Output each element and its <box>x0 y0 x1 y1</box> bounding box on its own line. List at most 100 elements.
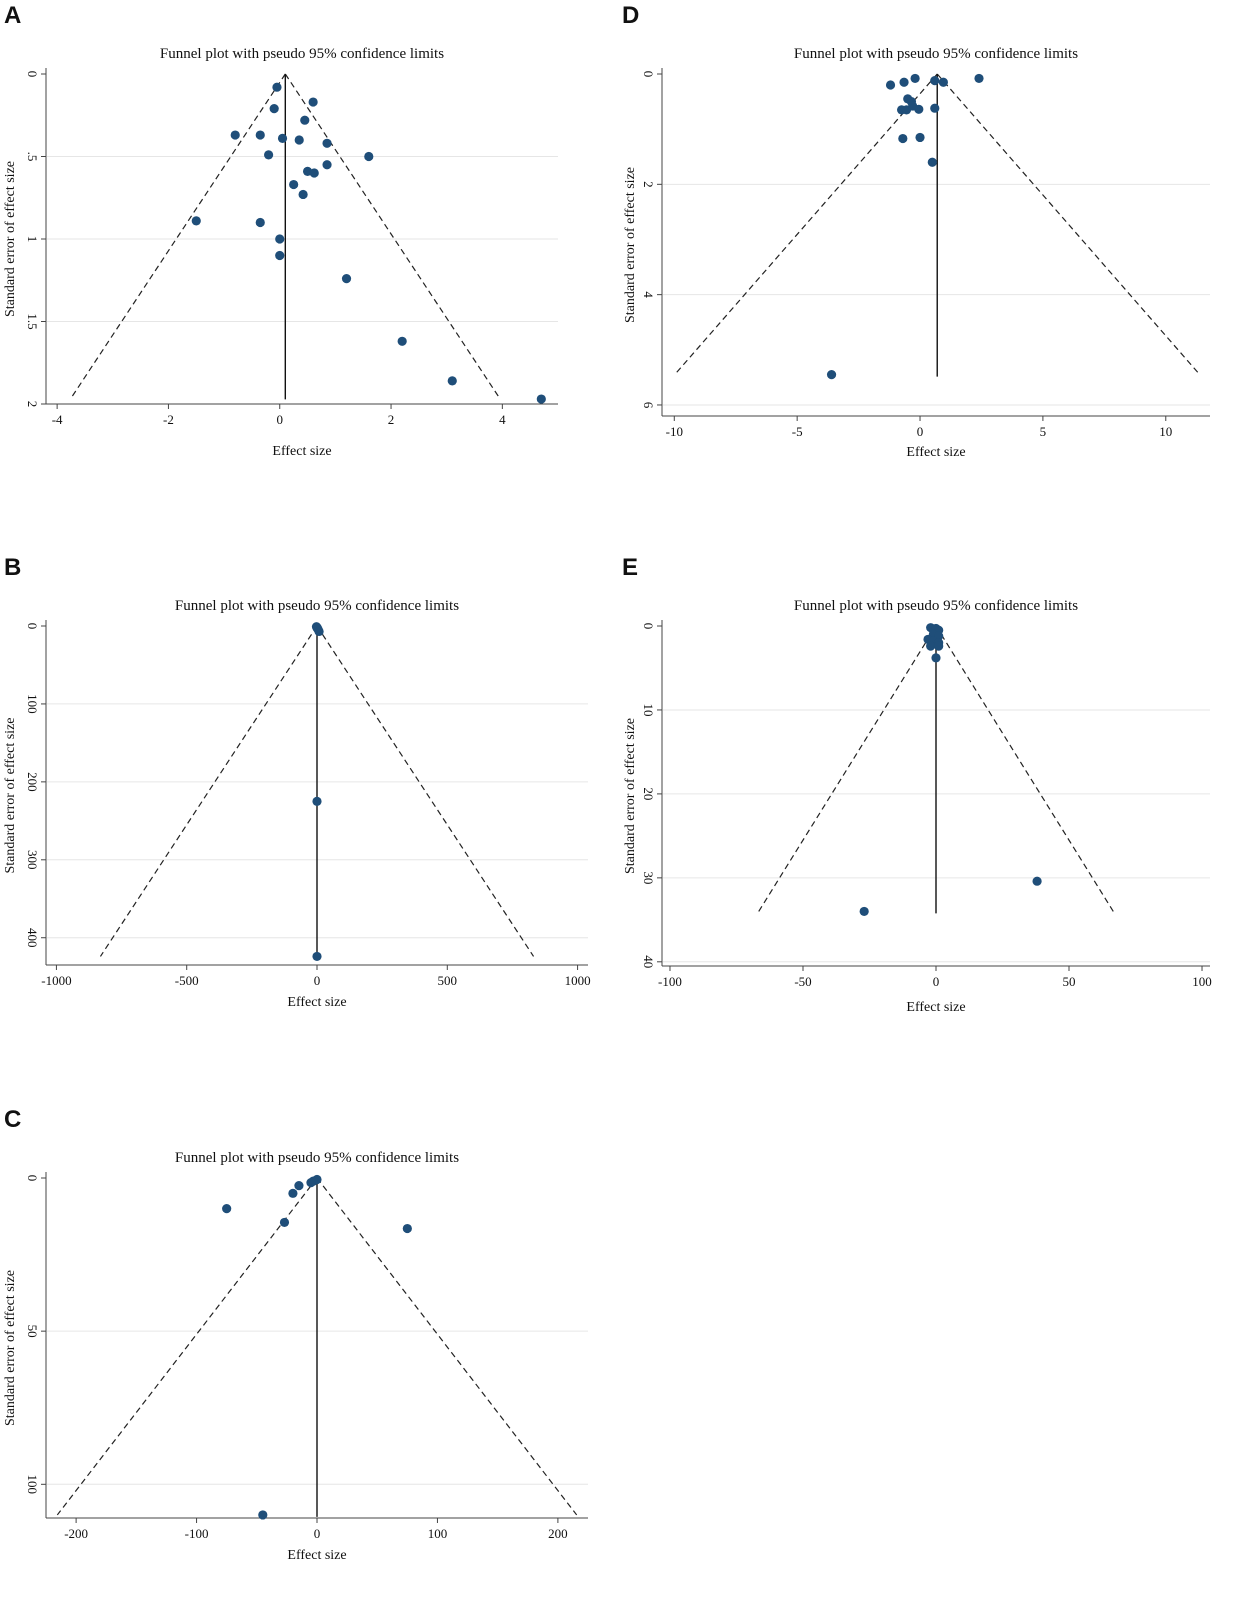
data-point <box>322 160 332 170</box>
confidence-limit-left <box>758 625 937 912</box>
confidence-limit-left <box>99 625 318 957</box>
data-point <box>934 641 944 651</box>
data-point <box>312 951 322 962</box>
panel-label: D <box>622 2 640 29</box>
data-point <box>938 77 948 87</box>
data-point <box>859 906 869 917</box>
data-point <box>930 103 940 113</box>
x-tick-label: -4 <box>52 412 63 427</box>
funnel-plot-b: Funnel plot with pseudo 95% confidence l… <box>3 598 591 1010</box>
chart-title: Funnel plot with pseudo 95% confidence l… <box>175 598 459 614</box>
x-tick-label: 0 <box>276 412 283 427</box>
panel-e: E Funnel plot with pseudo 95% confidence… <box>618 552 1258 1032</box>
data-point <box>191 216 201 226</box>
data-point <box>222 1204 232 1214</box>
y-tick-label: 20 <box>641 787 656 800</box>
data-point <box>974 73 984 84</box>
x-axis-label: Effect size <box>906 445 965 460</box>
x-axis-label: Effect size <box>287 1548 346 1563</box>
x-axis-label: Effect size <box>272 444 331 459</box>
data-point <box>279 1217 290 1228</box>
x-tick-label: -100 <box>185 1526 209 1541</box>
funnel-plot-a: Funnel plot with pseudo 95% confidence l… <box>3 46 558 459</box>
confidence-limit-right <box>316 1177 578 1516</box>
data-point <box>300 115 310 125</box>
y-tick-label: 50 <box>25 1325 40 1338</box>
y-tick-label: 2 <box>25 401 40 408</box>
data-point <box>899 77 909 87</box>
data-point <box>930 76 940 86</box>
y-tick-label: 6 <box>641 402 656 409</box>
data-point <box>826 370 837 380</box>
y-tick-label: 300 <box>25 850 40 870</box>
funnel-plot-e: Funnel plot with pseudo 95% confidence l… <box>623 598 1212 1015</box>
data-point <box>306 1177 316 1188</box>
x-tick-label: 4 <box>499 412 506 427</box>
y-tick-label: 200 <box>25 772 40 792</box>
x-tick-label: -200 <box>64 1526 88 1541</box>
x-tick-label: -10 <box>666 424 683 439</box>
y-tick-label: 10 <box>641 703 656 716</box>
data-point <box>294 1181 304 1191</box>
panel-c: C Funnel plot with pseudo 95% confidence… <box>0 1104 600 1604</box>
data-point <box>288 1188 298 1198</box>
x-tick-label: -1000 <box>41 973 71 988</box>
x-tick-label: -2 <box>163 412 174 427</box>
y-tick-label: 1 <box>25 236 40 243</box>
y-tick-label: 0 <box>25 623 40 630</box>
data-point <box>272 82 282 92</box>
data-point <box>275 234 285 244</box>
data-point <box>308 97 318 107</box>
confidence-limit-left <box>674 73 938 376</box>
panel-label: A <box>4 2 22 29</box>
x-tick-label: -50 <box>794 974 811 989</box>
x-tick-label: -500 <box>175 973 199 988</box>
data-point <box>397 336 407 346</box>
y-tick-label: .5 <box>25 152 40 162</box>
x-tick-label: 100 <box>1192 974 1212 989</box>
y-tick-label: 40 <box>641 955 656 968</box>
data-point <box>898 133 908 144</box>
y-tick-label: 0 <box>641 623 656 630</box>
y-tick-label: 0 <box>641 71 656 78</box>
data-point <box>255 130 265 140</box>
chart-title: Funnel plot with pseudo 95% confidence l… <box>160 46 444 62</box>
data-point <box>926 641 936 651</box>
data-point <box>931 653 941 663</box>
x-tick-label: 10 <box>1159 424 1172 439</box>
data-point <box>322 138 332 148</box>
x-tick-label: -5 <box>792 424 803 439</box>
data-point <box>230 130 240 140</box>
data-point <box>277 133 288 143</box>
data-point <box>364 151 374 162</box>
chart-title: Funnel plot with pseudo 95% confidence l… <box>794 598 1078 614</box>
y-tick-label: 30 <box>641 871 656 884</box>
x-tick-label: 0 <box>933 974 940 989</box>
y-axis-label: Standard error of effect size <box>623 167 638 323</box>
panel-a: A Funnel plot with pseudo 95% confidence… <box>0 0 600 480</box>
x-tick-label: 50 <box>1063 974 1076 989</box>
funnel-plot-c: Funnel plot with pseudo 95% confidence l… <box>3 1150 588 1563</box>
data-point <box>269 104 279 114</box>
data-point <box>264 150 274 160</box>
x-tick-label: 5 <box>1040 424 1047 439</box>
data-point <box>255 217 265 228</box>
data-point <box>309 168 319 178</box>
y-tick-label: 2 <box>641 181 656 188</box>
data-point <box>914 104 924 114</box>
x-tick-label: 100 <box>428 1526 448 1541</box>
y-axis-label: Standard error of effect size <box>3 1270 18 1426</box>
x-axis-label: Effect size <box>287 995 346 1010</box>
y-tick-label: 100 <box>25 1475 40 1495</box>
data-point <box>341 274 352 284</box>
confidence-limit-left <box>56 1177 318 1516</box>
y-tick-label: 4 <box>641 291 656 298</box>
panel-b: B Funnel plot with pseudo 95% confidence… <box>0 552 600 1032</box>
data-point <box>915 132 925 143</box>
y-tick-label: 0 <box>25 71 40 78</box>
data-point <box>312 796 322 806</box>
data-point <box>885 80 896 90</box>
x-tick-label: 0 <box>314 1526 321 1541</box>
data-point <box>1032 876 1042 886</box>
x-tick-label: 500 <box>438 973 458 988</box>
